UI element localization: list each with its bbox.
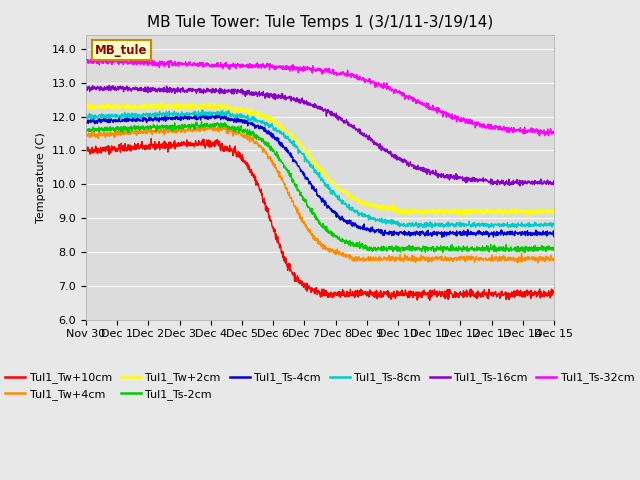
- Tul1_Ts-4cm: [281, 147, 289, 153]
- Tul1_Tw+4cm: [82, 132, 90, 137]
- Line: Tul1_Tw+10cm: Tul1_Tw+10cm: [86, 139, 554, 300]
- Tul1_Tw+2cm: [550, 210, 558, 216]
- Y-axis label: Temperature (C): Temperature (C): [36, 132, 46, 223]
- Tul1_Ts-32cm: [108, 55, 115, 60]
- Line: Tul1_Tw+2cm: Tul1_Tw+2cm: [86, 103, 554, 216]
- Tul1_Tw+4cm: [118, 130, 126, 136]
- Line: Tul1_Ts-8cm: Tul1_Ts-8cm: [86, 110, 554, 228]
- Tul1_Tw+4cm: [534, 260, 541, 266]
- Tul1_Ts-2cm: [82, 129, 90, 134]
- Tul1_Ts-16cm: [82, 84, 90, 90]
- Tul1_Ts-8cm: [118, 113, 126, 119]
- Tul1_Tw+2cm: [82, 106, 90, 112]
- Line: Tul1_Tw+4cm: Tul1_Tw+4cm: [86, 125, 554, 263]
- Tul1_Tw+2cm: [456, 213, 464, 218]
- Tul1_Tw+2cm: [118, 104, 126, 109]
- Tul1_Ts-8cm: [550, 221, 558, 227]
- Tul1_Ts-8cm: [299, 151, 307, 157]
- Line: Tul1_Ts-16cm: Tul1_Ts-16cm: [86, 85, 554, 186]
- Legend: Tul1_Tw+10cm, Tul1_Tw+4cm, Tul1_Tw+2cm, Tul1_Ts-2cm, Tul1_Ts-4cm, Tul1_Ts-8cm, T: Tul1_Tw+10cm, Tul1_Tw+4cm, Tul1_Tw+2cm, …: [1, 368, 639, 404]
- Tul1_Ts-32cm: [82, 56, 90, 61]
- Tul1_Tw+10cm: [118, 145, 126, 151]
- Tul1_Ts-8cm: [82, 112, 90, 118]
- Tul1_Tw+2cm: [349, 195, 356, 201]
- Tul1_Tw+2cm: [291, 136, 298, 142]
- Tul1_Tw+4cm: [349, 254, 356, 260]
- Tul1_Ts-32cm: [349, 72, 356, 78]
- Tul1_Tw+10cm: [291, 278, 298, 284]
- Tul1_Ts-2cm: [138, 123, 145, 129]
- Tul1_Tw+10cm: [147, 136, 155, 142]
- Tul1_Ts-8cm: [138, 117, 145, 122]
- Tul1_Ts-4cm: [118, 117, 126, 122]
- Tul1_Ts-16cm: [349, 125, 356, 131]
- Line: Tul1_Ts-4cm: Tul1_Ts-4cm: [86, 114, 554, 237]
- Tul1_Ts-16cm: [550, 180, 558, 185]
- Tul1_Ts-2cm: [291, 181, 298, 187]
- Tul1_Ts-2cm: [118, 124, 126, 130]
- Tul1_Tw+2cm: [281, 126, 289, 132]
- Tul1_Tw+4cm: [281, 180, 289, 186]
- Tul1_Ts-4cm: [299, 171, 307, 177]
- Tul1_Ts-8cm: [349, 204, 356, 210]
- Tul1_Ts-8cm: [428, 225, 436, 231]
- Tul1_Ts-2cm: [522, 250, 529, 255]
- Tul1_Tw+10cm: [281, 256, 289, 262]
- Tul1_Ts-16cm: [281, 93, 289, 98]
- Tul1_Ts-8cm: [281, 132, 289, 138]
- Tul1_Tw+2cm: [138, 104, 145, 110]
- Tul1_Ts-32cm: [299, 64, 307, 70]
- Tul1_Ts-4cm: [438, 234, 445, 240]
- Title: MB Tule Tower: Tule Temps 1 (3/1/11-3/19/14): MB Tule Tower: Tule Temps 1 (3/1/11-3/19…: [147, 15, 493, 30]
- Tul1_Ts-16cm: [105, 83, 113, 88]
- Tul1_Ts-4cm: [291, 157, 298, 163]
- Tul1_Tw+4cm: [291, 203, 298, 209]
- Tul1_Tw+2cm: [157, 100, 165, 106]
- Tul1_Tw+2cm: [299, 145, 307, 151]
- Tul1_Tw+10cm: [426, 297, 433, 303]
- Tul1_Ts-32cm: [281, 66, 289, 72]
- Tul1_Ts-2cm: [198, 119, 205, 124]
- Tul1_Tw+10cm: [82, 146, 90, 152]
- Tul1_Ts-4cm: [550, 231, 558, 237]
- Tul1_Tw+4cm: [299, 219, 307, 225]
- Line: Tul1_Ts-32cm: Tul1_Ts-32cm: [86, 58, 554, 136]
- Tul1_Ts-4cm: [138, 118, 145, 124]
- Tul1_Ts-16cm: [138, 88, 145, 94]
- Tul1_Ts-16cm: [299, 100, 307, 106]
- Tul1_Tw+4cm: [550, 256, 558, 262]
- Tul1_Tw+4cm: [138, 127, 145, 133]
- Tul1_Ts-2cm: [550, 247, 558, 253]
- Tul1_Ts-4cm: [349, 221, 356, 227]
- Tul1_Tw+10cm: [138, 141, 145, 147]
- Tul1_Tw+10cm: [550, 290, 558, 296]
- Tul1_Ts-32cm: [291, 65, 298, 71]
- Tul1_Ts-32cm: [138, 60, 145, 66]
- Tul1_Tw+4cm: [218, 122, 225, 128]
- Tul1_Ts-16cm: [291, 98, 298, 104]
- Tul1_Ts-4cm: [82, 120, 90, 126]
- Tul1_Ts-2cm: [349, 241, 356, 247]
- Text: MB_tule: MB_tule: [95, 44, 148, 57]
- Tul1_Ts-32cm: [550, 131, 558, 136]
- Tul1_Ts-2cm: [281, 163, 289, 169]
- Tul1_Ts-2cm: [299, 196, 307, 202]
- Tul1_Ts-16cm: [118, 85, 126, 91]
- Tul1_Ts-32cm: [536, 133, 543, 139]
- Tul1_Ts-32cm: [118, 60, 126, 65]
- Line: Tul1_Ts-2cm: Tul1_Ts-2cm: [86, 121, 554, 252]
- Tul1_Ts-4cm: [191, 111, 199, 117]
- Tul1_Ts-8cm: [198, 108, 206, 113]
- Tul1_Ts-16cm: [516, 183, 524, 189]
- Tul1_Tw+10cm: [299, 282, 307, 288]
- Tul1_Ts-8cm: [291, 143, 298, 149]
- Tul1_Tw+10cm: [349, 288, 356, 294]
